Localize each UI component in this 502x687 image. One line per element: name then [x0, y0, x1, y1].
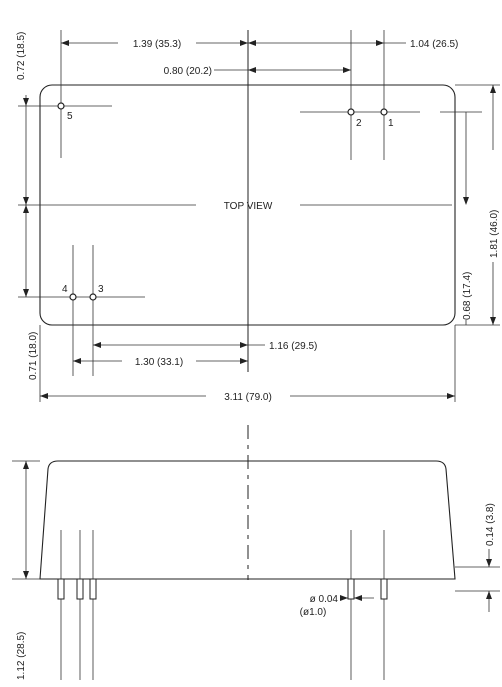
- svg-text:0.72 (18.5): 0.72 (18.5): [16, 32, 27, 80]
- dim-center-to-right: 1.04 (26.5): [248, 39, 458, 50]
- pin-3-label: 3: [98, 284, 104, 295]
- dim-center-to-pin2: 0.80 (20.2): [164, 66, 351, 77]
- pin-1-marker: [380, 108, 388, 116]
- svg-text:1.30 (33.1): 1.30 (33.1): [135, 357, 183, 368]
- pin-2-label: 2: [356, 118, 362, 129]
- svg-text:0.71 (18.0): 0.71 (18.0): [28, 332, 39, 380]
- dim-top-edge-to-pin5: 0.72 (18.5): [16, 32, 29, 205]
- svg-text:0.80 (20.2): 0.80 (20.2): [164, 66, 212, 77]
- pin-4-marker: [69, 293, 77, 301]
- dim-center-to-bottom-pins: 0.68 (17.4): [462, 112, 473, 325]
- top-view: TOP VIEW 5 2 1 4 3 1.39 (35.3): [16, 30, 500, 403]
- svg-text:3.11 (79.0): 3.11 (79.0): [224, 392, 272, 403]
- dim-pin-diameter: ø 0.04 (ø1.0): [300, 594, 374, 618]
- svg-text:1.12 (28.5): 1.12 (28.5): [16, 632, 27, 680]
- svg-text:1.81 (46.0): 1.81 (46.0): [489, 210, 500, 258]
- pin-5-label: 5: [67, 111, 73, 122]
- dim-pin3-to-center: 1.16 (29.5): [93, 341, 317, 352]
- svg-text:1.39 (35.3): 1.39 (35.3): [133, 39, 181, 50]
- svg-text:1.16 (29.5): 1.16 (29.5): [269, 341, 317, 352]
- svg-text:(ø1.0): (ø1.0): [300, 607, 327, 618]
- dim-overall-width: 3.11 (79.0): [39, 325, 456, 403]
- dim-pin4-to-center: 1.30 (33.1): [73, 357, 248, 368]
- pin-3-marker: [89, 293, 97, 301]
- dim-pin5-to-center: 1.39 (35.3): [61, 39, 248, 50]
- pin-5-marker: [57, 102, 65, 110]
- dim-body-height: 1.12 (28.5): [12, 460, 40, 680]
- dim-overall-height: 1.81 (46.0): [455, 84, 500, 326]
- svg-text:0.68 (17.4): 0.68 (17.4): [462, 272, 473, 320]
- dim-pin-length: 0.14 (3.8): [455, 503, 500, 612]
- pin-2-marker: [347, 108, 355, 116]
- top-view-label: TOP VIEW: [224, 201, 273, 212]
- dim-pin4-to-bottom: 0.71 (18.0): [23, 205, 39, 380]
- svg-text:0.14 (3.8): 0.14 (3.8): [485, 503, 496, 546]
- pin-4-label: 4: [62, 284, 68, 295]
- side-view: 1.12 (28.5) 0.14 (3.8) ø 0.04 (ø1.0): [12, 425, 500, 680]
- svg-text:ø 0.04: ø 0.04: [310, 594, 339, 605]
- pin-1-label: 1: [388, 118, 394, 129]
- svg-text:1.04 (26.5): 1.04 (26.5): [410, 39, 458, 50]
